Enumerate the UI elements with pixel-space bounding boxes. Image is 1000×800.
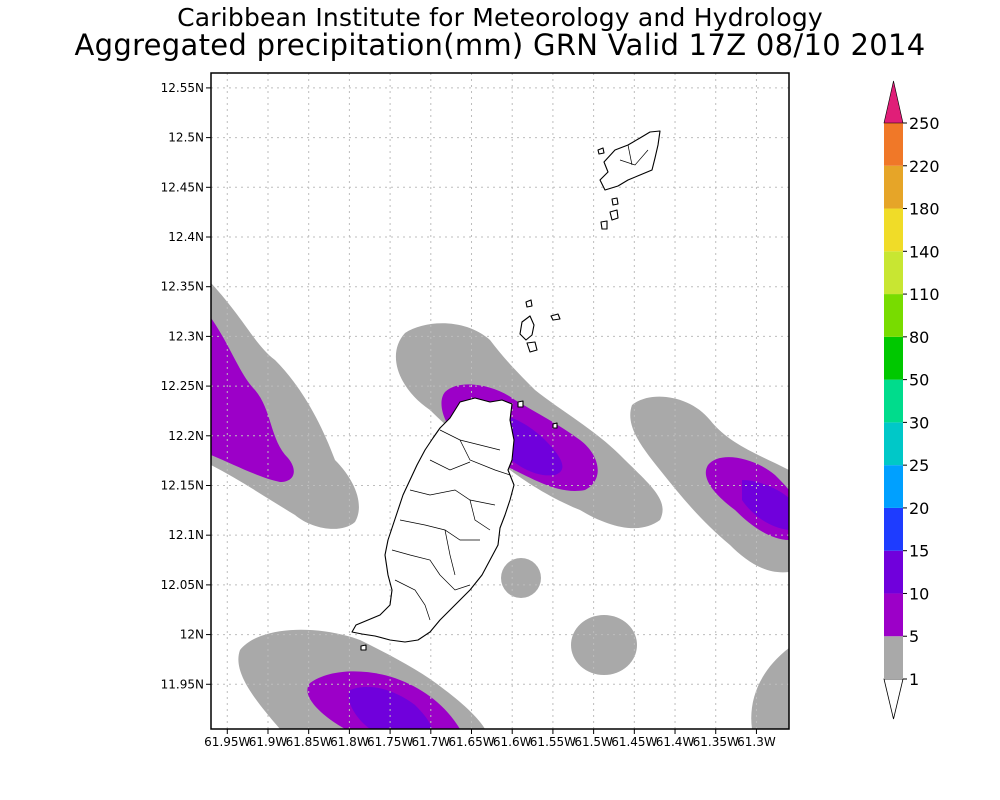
lon-tick-label: 61.45W — [611, 735, 657, 749]
colorbar-swatch — [884, 593, 903, 637]
rain-peak-east — [742, 480, 789, 530]
colorbar-swatch — [884, 294, 903, 337]
colorbar-label: 20 — [909, 499, 929, 518]
lat-tick-label: 12.05N — [161, 578, 204, 592]
islet-9 — [517, 400, 524, 408]
parish-boundaries — [391, 144, 649, 621]
rain-cell-small-1 — [501, 558, 541, 598]
lat-tick-label: 12.5N — [168, 131, 204, 145]
islet-2 — [525, 299, 533, 308]
colorbar-label: 250 — [909, 114, 940, 133]
lon-tick-label: 61.75W — [367, 735, 413, 749]
chart-subtitle: Aggregated precipitation(mm) GRN Valid 1… — [74, 28, 926, 62]
lat-tick-label: 12.2N — [168, 429, 204, 443]
lat-tick-label: 12.4N — [168, 230, 204, 244]
lat-tick-label: 12.45N — [161, 180, 204, 194]
colorbar-label: 15 — [909, 542, 929, 561]
islet-7 — [611, 197, 619, 206]
colorbar-swatch — [884, 465, 903, 508]
colorbar-swatch — [884, 422, 903, 466]
latitude-tick-labels: 12.55N 12.5N 12.45N 12.4N 12.35N 12.3N 12.25N 1… — [161, 81, 211, 691]
lon-tick-label: 61.85W — [286, 735, 332, 749]
colorbar-swatch — [884, 123, 903, 166]
rain-core-west — [211, 318, 294, 482]
colorbar-label: 1 — [909, 670, 919, 689]
colorbar-label: 220 — [909, 157, 940, 176]
isle-de-ronde — [519, 315, 535, 341]
colorbar-label: 180 — [909, 200, 940, 219]
lon-tick-label: 61.4W — [656, 735, 695, 749]
lat-tick-label: 12.35N — [161, 280, 204, 294]
colorbar-label: 25 — [909, 456, 929, 475]
lon-tick-label: 61.6W — [493, 735, 532, 749]
islet-1 — [526, 341, 538, 353]
lon-tick-label: 61.3W — [737, 735, 776, 749]
colorbar-label: 10 — [909, 584, 929, 603]
rain-area-southeast — [751, 648, 789, 729]
lon-tick-label: 61.8W — [330, 735, 369, 749]
grid-lines — [211, 73, 789, 729]
colorbar-swatch — [884, 550, 903, 594]
islet-10 — [360, 644, 367, 651]
lon-tick-label: 61.35W — [693, 735, 739, 749]
colorbar-swatch — [884, 208, 903, 252]
precipitation-field — [211, 283, 789, 729]
landmass — [351, 130, 661, 651]
lat-tick-label: 11.95N — [161, 677, 204, 691]
lat-tick-label: 12N — [180, 628, 204, 642]
colorbar-swatch — [884, 336, 903, 380]
rain-cell-small-2 — [571, 615, 637, 675]
islet-4 — [609, 209, 619, 221]
colorbar-label: 30 — [909, 413, 929, 432]
rain-peak-south — [348, 686, 432, 729]
lat-tick-label: 12.25N — [161, 379, 204, 393]
lat-tick-label: 12.3N — [168, 329, 204, 343]
islet-6 — [597, 147, 605, 155]
colorbar-label: 110 — [909, 285, 940, 304]
chart-title: Caribbean Institute for Meteorology and … — [177, 3, 823, 32]
lon-tick-label: 61.95W — [204, 735, 250, 749]
islet-3 — [550, 313, 561, 321]
lon-tick-label: 61.7W — [412, 735, 451, 749]
grenada-island — [351, 397, 515, 643]
colorbar-swatch — [884, 165, 903, 209]
lat-tick-label: 12.55N — [161, 81, 204, 95]
colorbar-top-arrow — [883, 80, 904, 124]
plot-frame — [210, 72, 790, 730]
colorbar-swatch — [884, 636, 903, 679]
lat-tick-label: 12.1N — [168, 528, 204, 542]
colorbar-label: 5 — [909, 627, 919, 646]
colorbar-bottom-arrow — [883, 678, 904, 720]
lon-tick-label: 61.65W — [448, 735, 494, 749]
lon-tick-label: 61.55W — [530, 735, 576, 749]
lon-tick-label: 61.5W — [574, 735, 613, 749]
colorbar-label: 50 — [909, 371, 929, 390]
lat-tick-label: 12.15N — [161, 478, 204, 492]
islet-8 — [552, 422, 558, 429]
colorbar-label: 80 — [909, 328, 929, 347]
colorbar-swatch — [884, 507, 903, 551]
carriacou-island — [599, 130, 661, 191]
islet-5 — [600, 220, 608, 230]
colorbar-swatch — [884, 251, 903, 295]
lon-tick-label: 61.9W — [249, 735, 288, 749]
colorbar-label: 140 — [909, 242, 940, 261]
colorbar-swatch — [884, 379, 903, 423]
longitude-tick-labels: 61.95W61.9W61.85W61.8W61.75W61.7W61.65W6… — [204, 729, 776, 749]
